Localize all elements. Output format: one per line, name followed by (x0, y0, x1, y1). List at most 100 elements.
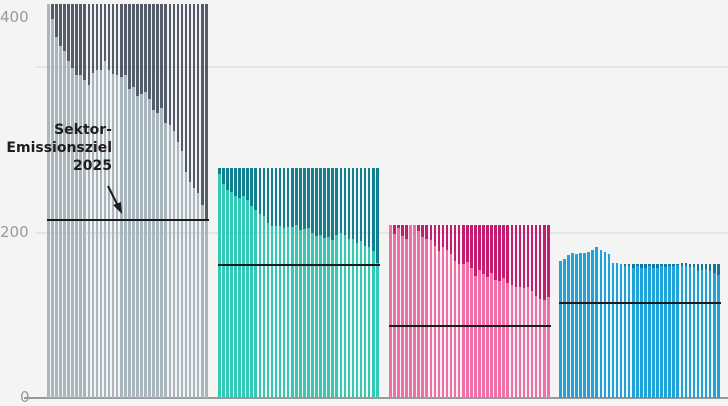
bar (254, 167, 258, 398)
bar-upper-segment (278, 167, 282, 227)
bar (359, 167, 363, 398)
bar (417, 224, 420, 398)
bar (708, 263, 712, 398)
bar-upper-segment (234, 167, 237, 196)
bar (270, 167, 274, 398)
bar-upper-segment (627, 263, 631, 266)
bar (518, 224, 522, 398)
gridline-200 (36, 232, 728, 234)
bar (425, 224, 429, 398)
bar-upper-segment (123, 3, 127, 75)
bar (587, 251, 590, 398)
bar (347, 167, 351, 398)
bar-upper-segment (95, 3, 99, 71)
bar (591, 249, 595, 398)
y-tick-0: 0 (20, 388, 30, 406)
bar (421, 224, 425, 398)
bar (635, 263, 639, 398)
bar (242, 167, 245, 398)
bar-upper-segment (103, 3, 107, 62)
bar (371, 167, 375, 398)
bar-upper-segment (286, 167, 290, 228)
bar (286, 167, 290, 398)
bar (441, 224, 445, 398)
bar-upper-segment (335, 167, 339, 235)
bar-upper-segment (692, 263, 696, 267)
bar (615, 262, 619, 398)
bar (623, 263, 627, 398)
bar (688, 263, 692, 398)
bar (640, 263, 643, 398)
bar-upper-segment (371, 167, 375, 252)
bar (274, 167, 278, 398)
bar (75, 3, 78, 398)
bar-upper-segment (510, 224, 514, 285)
bar-upper-segment (294, 167, 298, 225)
bar (712, 263, 716, 398)
bar-upper-segment (417, 224, 420, 232)
bar-upper-segment (433, 224, 437, 247)
bar-upper-segment (79, 3, 83, 75)
bar (656, 263, 659, 398)
bar-upper-segment (457, 224, 461, 265)
bar-upper-segment (242, 167, 245, 196)
bar (319, 167, 322, 398)
bar (136, 3, 139, 398)
panel-4 (559, 0, 721, 398)
bar (668, 263, 671, 398)
y-tick-200: 200 (0, 223, 29, 241)
bar (123, 3, 127, 398)
bar (652, 263, 655, 398)
bar (278, 167, 282, 398)
bar-upper-segment (188, 3, 192, 182)
bar-upper-segment (668, 263, 671, 266)
bar (514, 224, 518, 398)
bar (526, 224, 530, 398)
bar-upper-segment (712, 263, 716, 273)
bar (132, 3, 135, 398)
bar (389, 224, 392, 398)
bar-upper-segment (708, 263, 712, 271)
bar-upper-segment (119, 3, 123, 78)
bar-upper-segment (323, 167, 326, 238)
bar (250, 167, 254, 398)
bar (583, 252, 586, 398)
bar (599, 249, 603, 398)
bar (486, 224, 489, 398)
bar (119, 3, 123, 398)
bar (339, 167, 343, 398)
bar (323, 167, 326, 398)
bar-upper-segment (474, 224, 477, 276)
bar (160, 3, 164, 398)
bar-upper-segment (91, 3, 95, 73)
annotation-line-2: Emissionsziel (6, 140, 112, 156)
bar-upper-segment (111, 3, 115, 74)
bar-upper-segment (55, 3, 58, 38)
bar-upper-segment (343, 167, 347, 236)
bar-upper-segment (482, 224, 485, 275)
bar (331, 167, 335, 398)
bar (510, 224, 514, 398)
bar (107, 3, 111, 398)
bar-upper-segment (546, 224, 550, 298)
bar-upper-segment (274, 167, 278, 226)
bar (490, 224, 493, 398)
bar (478, 224, 481, 398)
bar (482, 224, 485, 398)
bar-upper-segment (115, 3, 119, 75)
bar-upper-segment (502, 224, 506, 279)
bar-upper-segment (200, 3, 204, 205)
bar (83, 3, 87, 398)
bar (67, 3, 70, 398)
bar-upper-segment (226, 167, 229, 191)
bar-upper-segment (254, 167, 258, 210)
bar (164, 3, 168, 398)
bar-upper-segment (465, 224, 469, 262)
bar (453, 224, 457, 398)
bar-upper-segment (327, 167, 330, 238)
bar-upper-segment (704, 263, 708, 270)
bar (648, 263, 651, 398)
bar-upper-segment (635, 263, 639, 266)
annotation-line-3: 2025 (73, 158, 112, 174)
